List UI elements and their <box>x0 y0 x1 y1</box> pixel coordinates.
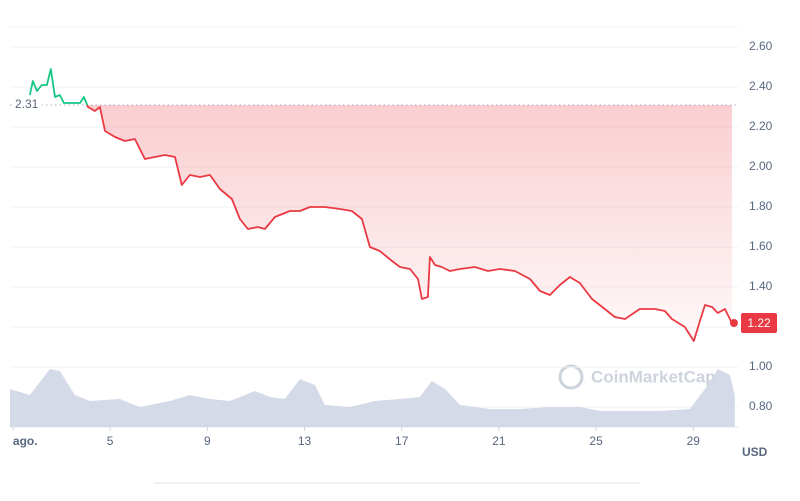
x-tick-label: 13 <box>298 434 312 448</box>
price-line <box>29 68 733 342</box>
baseline-label: 2.31 <box>15 97 39 111</box>
watermark: CoinMarketCap <box>558 364 716 390</box>
last-price-label: 1.22 <box>747 316 771 330</box>
last-price-bg <box>741 313 777 333</box>
y-tick-label: 2.20 <box>749 119 773 133</box>
price-area <box>29 105 732 341</box>
x-tick-label: 17 <box>395 434 409 448</box>
x-tick-label: 25 <box>589 434 603 448</box>
x-tick-label: ago. <box>13 434 38 448</box>
y-unit: USD <box>742 445 768 459</box>
y-tick-label: 1.60 <box>749 239 773 253</box>
y-tick-label: 2.40 <box>749 79 773 93</box>
x-tick-label: 5 <box>107 434 114 448</box>
y-tick-label: 1.00 <box>749 359 773 373</box>
volume-area <box>10 369 735 427</box>
last-price-dot <box>729 319 738 327</box>
x-tick-label: 29 <box>687 434 701 448</box>
y-tick-label: 1.80 <box>749 199 773 213</box>
y-tick-label: 1.40 <box>749 279 773 293</box>
watermark-logo <box>558 364 584 390</box>
y-tick-label: 2.60 <box>749 39 773 53</box>
x-tick-label: 21 <box>492 434 506 448</box>
y-tick-label: 2.00 <box>749 159 773 173</box>
y-tick-label: 0.80 <box>749 399 773 413</box>
watermark-text: CoinMarketCap <box>591 367 716 386</box>
x-tick-label: 9 <box>204 434 211 448</box>
baseline-label-bg <box>12 97 42 113</box>
